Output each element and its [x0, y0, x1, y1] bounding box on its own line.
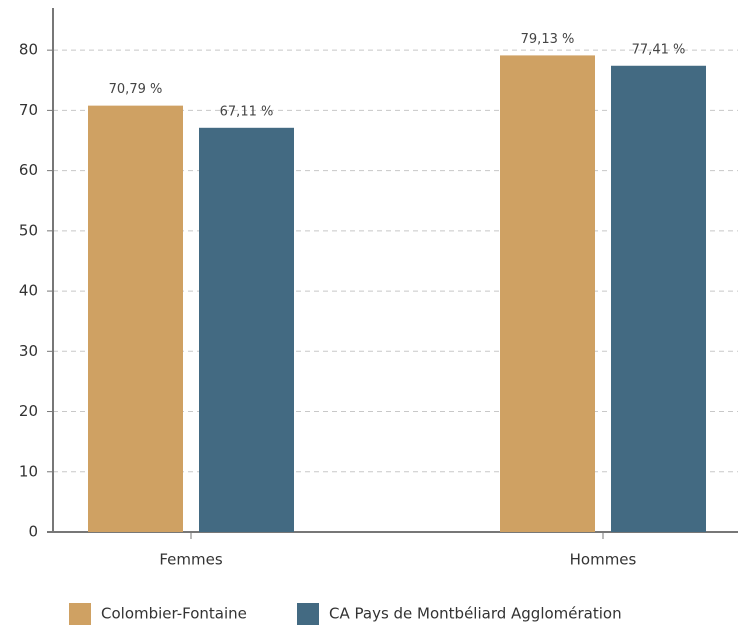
- bar: [199, 127, 294, 532]
- legend-label: Colombier-Fontaine: [101, 605, 247, 623]
- x-tick-label: Hommes: [570, 551, 637, 569]
- y-tick-label: 60: [19, 161, 38, 179]
- legend-swatch: [69, 603, 91, 625]
- bar: [88, 105, 183, 533]
- y-tick-label: 40: [19, 282, 38, 300]
- y-tick-label: 50: [19, 221, 38, 239]
- x-tick-label: Femmes: [159, 551, 222, 569]
- y-tick-label: 10: [19, 462, 38, 480]
- y-tick-label: 80: [19, 41, 38, 59]
- legend-swatch: [297, 603, 319, 625]
- value-label: 79,13 %: [521, 32, 575, 47]
- bar: [500, 55, 595, 533]
- value-label: 77,41 %: [632, 42, 686, 57]
- legend-label: CA Pays de Montbéliard Agglomération: [329, 605, 622, 623]
- y-tick-label: 0: [28, 523, 38, 541]
- y-tick-label: 70: [19, 101, 38, 119]
- value-label: 67,11 %: [220, 104, 274, 119]
- y-tick-label: 30: [19, 342, 38, 360]
- value-label: 70,79 %: [109, 82, 163, 97]
- bar: [611, 65, 706, 532]
- y-tick-label: 20: [19, 402, 38, 420]
